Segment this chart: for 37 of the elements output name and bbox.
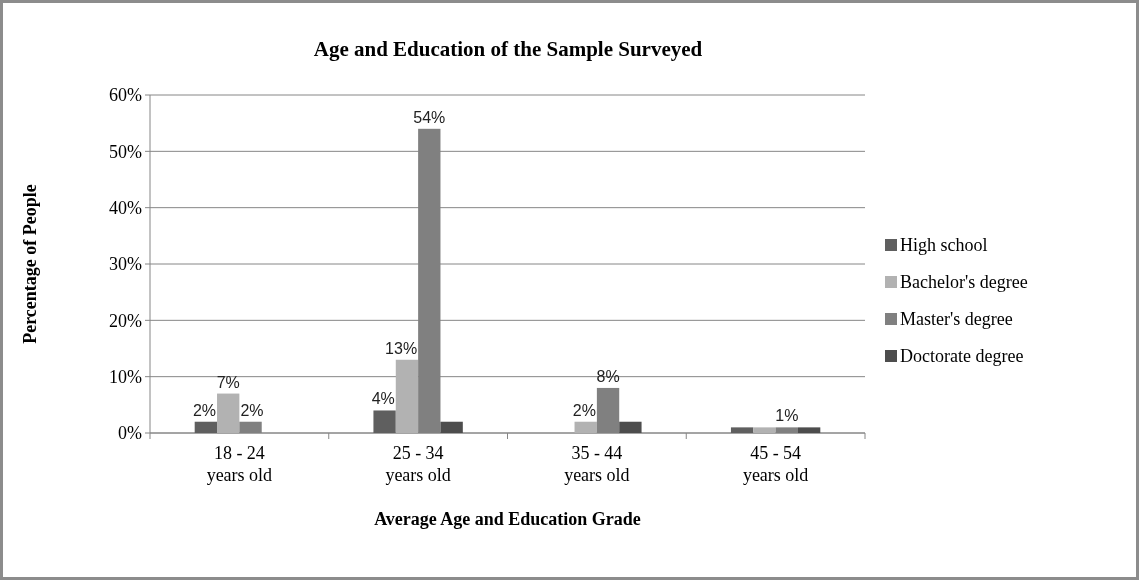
x-tick-label: 25 - 34 years old — [385, 443, 451, 485]
chart-title: Age and Education of the Sample Surveyed — [313, 37, 703, 61]
data-label: 7% — [216, 373, 240, 391]
data-label: 13% — [385, 339, 418, 357]
bar — [217, 393, 240, 433]
x-axis-title: Average Age and Education Grade — [374, 509, 641, 529]
bar — [373, 410, 396, 433]
data-label: 54% — [413, 108, 446, 126]
legend-label: Doctorate degree — [900, 346, 1024, 367]
y-tick-label: 30% — [109, 254, 142, 275]
legend-label: High school — [900, 235, 988, 256]
y-tick-label: 10% — [109, 366, 142, 387]
bar — [619, 421, 642, 433]
legend-label: Master's degree — [900, 309, 1013, 330]
y-axis-title: Percentage of People — [20, 184, 40, 344]
data-label: 4% — [371, 390, 395, 408]
bar — [395, 359, 419, 433]
data-label: 2% — [572, 401, 596, 419]
legend-label: Bachelor's degree — [900, 272, 1028, 293]
y-tick-label: 50% — [109, 141, 142, 162]
bar — [730, 427, 754, 433]
y-tick-label: 40% — [109, 197, 142, 218]
bar — [194, 421, 218, 433]
data-label: 2% — [240, 401, 264, 419]
x-tick-label: 18 - 24 years old — [206, 443, 273, 485]
bar — [797, 427, 821, 433]
y-tick-label: 60% — [109, 85, 142, 106]
bar — [574, 421, 597, 433]
y-tick-label: 20% — [109, 310, 142, 331]
data-label: 1% — [775, 407, 799, 425]
x-tick-label: 35 - 44 years old — [564, 443, 630, 485]
bar — [440, 421, 463, 433]
bar — [753, 427, 776, 433]
y-tick-label: 0% — [118, 423, 142, 444]
data-label: 8% — [596, 367, 620, 385]
x-tick-label: 45 - 54 years old — [742, 443, 809, 485]
data-label: 2% — [192, 401, 217, 419]
